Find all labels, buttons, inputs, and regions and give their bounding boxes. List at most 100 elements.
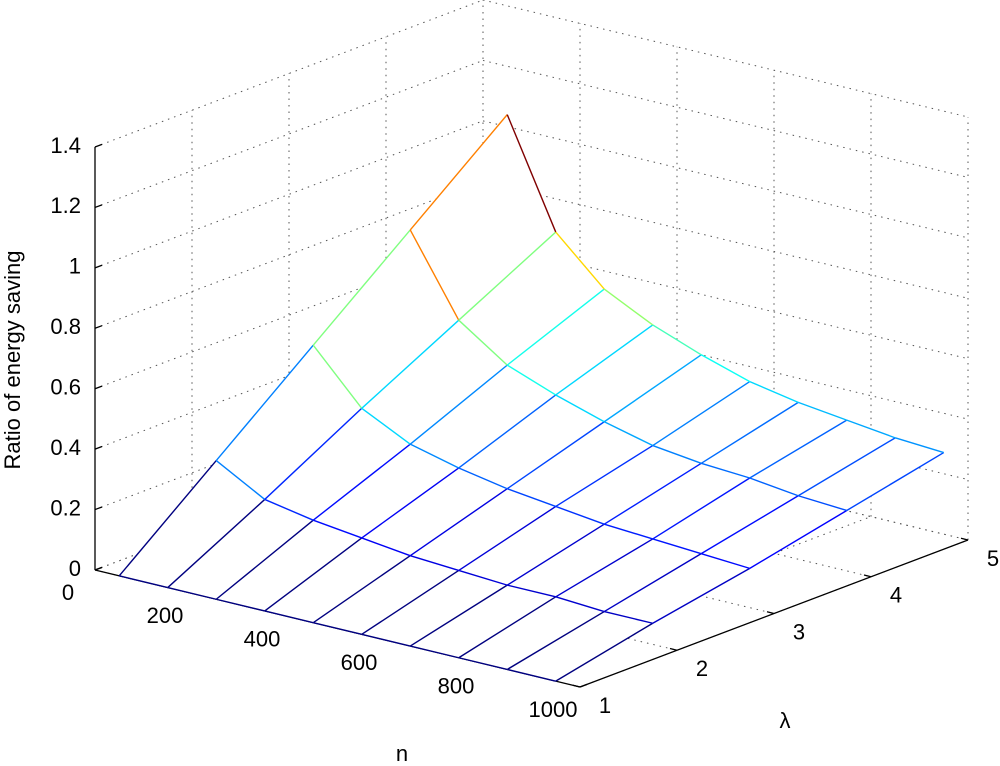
mesh-edge	[458, 394, 557, 469]
mesh-edge	[506, 364, 557, 396]
z-tick	[94, 506, 103, 511]
mesh-edge	[409, 584, 508, 647]
mesh-edge	[118, 460, 217, 577]
z-tick-label: 0.6	[50, 375, 81, 400]
mesh-edge	[700, 401, 799, 464]
mesh-edge	[506, 610, 605, 671]
mesh-edge	[555, 394, 605, 423]
mesh-edge	[895, 437, 944, 454]
mesh-edge	[701, 462, 750, 479]
mesh-edge	[312, 443, 411, 521]
mesh-edge	[652, 381, 751, 447]
mesh-edge	[507, 488, 556, 508]
mesh-edge	[264, 537, 363, 612]
mesh-edge	[555, 538, 654, 598]
mesh-edge	[458, 319, 508, 366]
z-tick	[94, 143, 103, 148]
mesh-edge	[604, 523, 653, 540]
mesh-edge	[506, 114, 557, 233]
mesh-edge	[506, 523, 605, 586]
mesh-edge	[458, 505, 557, 571]
mesh-edge	[603, 354, 702, 423]
y-tick-label: 3	[793, 619, 805, 644]
x-tick-label: 800	[438, 673, 475, 698]
x-tick-label: 1000	[529, 697, 578, 722]
mesh-edge	[652, 567, 751, 624]
z-axis-label: Ratio of energy saving	[0, 251, 25, 470]
mesh-edge	[410, 555, 459, 572]
mesh-edge	[603, 553, 702, 613]
mesh-edge	[506, 288, 605, 366]
mesh-edge	[312, 344, 363, 409]
mesh-edge	[652, 324, 702, 356]
z-tick	[94, 264, 103, 269]
x-tick-label: 400	[244, 627, 281, 652]
mesh-edge	[216, 598, 265, 612]
z-tick-label: 1	[69, 254, 81, 279]
y-tick-label: 2	[696, 656, 708, 681]
mesh-edge	[264, 610, 314, 624]
mesh-edge	[215, 459, 266, 500]
mesh-edge	[410, 645, 459, 659]
mesh-edge	[264, 407, 363, 500]
z-tick	[94, 445, 103, 450]
mesh-edge	[313, 621, 362, 636]
y-axis-label: λ	[780, 708, 791, 733]
mesh-edge	[264, 498, 314, 521]
mesh-edge	[458, 569, 508, 586]
mesh-edge	[167, 586, 217, 600]
mesh-edge	[458, 467, 508, 490]
x-axis-label: n	[396, 741, 408, 766]
mesh-edge	[507, 668, 556, 682]
mesh-edge	[458, 657, 508, 671]
grid-line	[482, 120, 969, 239]
mesh-edge	[361, 319, 460, 409]
mesh-edge	[555, 231, 605, 290]
z-tick-label: 1.2	[50, 193, 81, 218]
mesh-edge	[458, 231, 557, 321]
grid-line	[482, 59, 969, 178]
mesh-edge	[700, 495, 799, 555]
x-tick	[579, 683, 588, 688]
grid-line	[94, 59, 484, 208]
mesh-edge	[604, 610, 653, 624]
mesh-edge	[555, 444, 654, 508]
mesh-edge	[798, 401, 847, 421]
mesh-edge	[409, 488, 508, 557]
mesh-edge	[167, 498, 266, 589]
grid-line	[94, 120, 484, 269]
mesh-edge	[652, 444, 702, 464]
y-tick-label: 1	[599, 693, 611, 718]
mesh-edge	[555, 505, 605, 525]
mesh-edge	[603, 462, 702, 525]
mesh-edge	[555, 622, 654, 682]
x-tick-label: 200	[147, 603, 184, 628]
mesh-edge	[215, 344, 314, 461]
mesh-edge	[409, 114, 508, 231]
mesh-edge	[361, 467, 460, 539]
mesh-edge	[361, 537, 411, 557]
y-tick	[863, 574, 872, 578]
x-tick-label: 0	[62, 580, 74, 605]
mesh-edge	[361, 569, 460, 635]
mesh-edge	[312, 555, 411, 624]
mesh-edge	[312, 229, 411, 346]
grid-line	[482, 516, 872, 665]
mesh-edge	[701, 552, 750, 570]
mesh-edge	[458, 596, 557, 659]
mesh-edge	[361, 633, 411, 647]
z-tick	[94, 325, 103, 329]
y-tick-label: 5	[987, 546, 999, 571]
mesh-edge	[361, 407, 411, 445]
mesh-edge	[409, 443, 460, 469]
mesh-edge	[603, 421, 654, 447]
z-tick-label: 0.4	[50, 435, 81, 460]
z-tick-label: 0.2	[50, 495, 81, 520]
mesh-edge	[506, 421, 605, 490]
mesh-edge	[846, 451, 945, 512]
x-tick-label: 600	[341, 650, 378, 675]
z-tick-label: 0.8	[50, 314, 81, 339]
mesh-edge	[652, 538, 702, 555]
mesh-edge	[409, 229, 460, 321]
